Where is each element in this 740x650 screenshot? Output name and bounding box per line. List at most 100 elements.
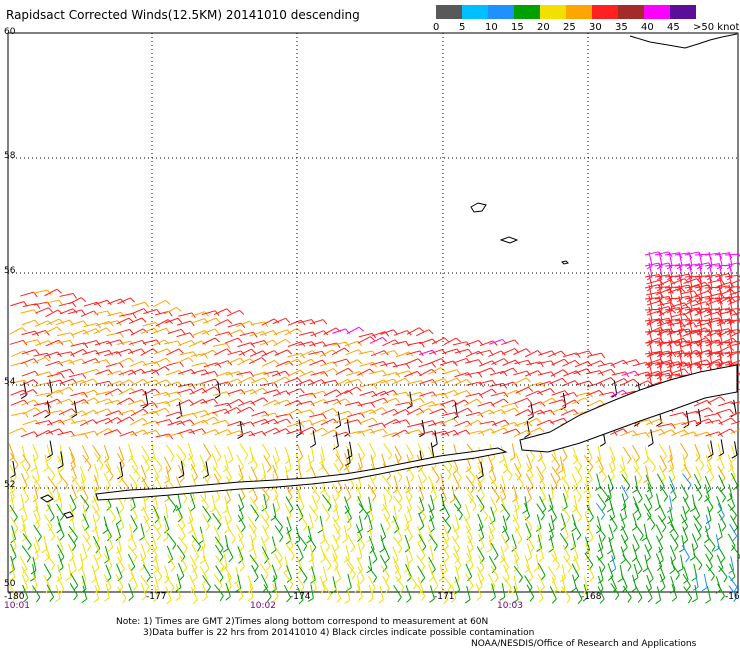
wind-barb [512, 545, 520, 559]
wind-barb [610, 544, 616, 559]
wind-barb [319, 361, 334, 367]
wind-barb [286, 418, 292, 424]
wind-barb [609, 557, 616, 563]
wind-barb [404, 526, 410, 532]
wind-barb [384, 558, 390, 564]
wind-barb [684, 302, 689, 308]
wind-barb [237, 435, 243, 440]
wind-barbs-layer [8, 251, 740, 605]
wind-barb [165, 575, 175, 588]
wind-barb [117, 586, 127, 599]
wind-barb [571, 587, 577, 593]
wind-barb [104, 553, 113, 567]
wind-barb [58, 299, 63, 306]
wind-barb [261, 318, 275, 326]
wind-barb [536, 514, 542, 529]
wind-barb [369, 442, 377, 456]
wind-barb [69, 583, 78, 596]
wind-barb [179, 555, 188, 568]
wind-barb [668, 476, 676, 490]
wind-barb [303, 545, 308, 552]
wind-barb [119, 339, 124, 345]
wind-barb [705, 337, 711, 342]
wind-barb [454, 402, 458, 417]
wind-barb [214, 584, 224, 597]
wind-barb [507, 587, 512, 594]
wind-barb [333, 462, 342, 476]
wind-barb [151, 339, 165, 347]
wind-barb [659, 484, 669, 497]
wind-barb [463, 516, 472, 530]
wind-barb [82, 358, 96, 365]
wind-barb [118, 410, 124, 416]
wind-barb [129, 379, 135, 385]
wind-barb [704, 339, 719, 344]
wind-barb [674, 545, 679, 551]
wind-barb [668, 295, 673, 310]
wind-barb [447, 527, 452, 534]
wind-barb [331, 347, 345, 356]
wind-barb [694, 330, 709, 333]
wind-barb [165, 300, 171, 305]
wind-barb [274, 546, 283, 559]
wind-barb [158, 467, 163, 473]
wind-barb [275, 399, 281, 405]
wind-barb [145, 466, 150, 473]
wind-barb [73, 585, 79, 591]
wind-barb [664, 252, 679, 256]
wind-barb [116, 546, 123, 560]
legend-label: 35 [615, 22, 628, 33]
wind-barb [671, 496, 677, 502]
wind-barb [518, 577, 523, 583]
wind-barb [478, 504, 489, 517]
wind-barb [416, 408, 429, 416]
wind-barb [669, 454, 674, 469]
wind-barb [164, 407, 170, 413]
wind-barb [84, 433, 89, 439]
wind-barb [33, 484, 39, 499]
wind-barb [372, 417, 378, 423]
wind-barb [197, 546, 202, 552]
wind-barb [224, 496, 229, 511]
wind-barb [550, 472, 558, 486]
wind-barb [609, 476, 615, 482]
legend-label: 25 [563, 22, 576, 33]
wind-barb [738, 340, 740, 345]
wind-barb [93, 310, 99, 316]
wind-barb [409, 391, 413, 406]
wind-barb [190, 586, 198, 600]
wind-barb [95, 349, 110, 355]
wind-barb [345, 398, 351, 404]
wind-barb [669, 495, 673, 510]
wind-barb [709, 476, 715, 482]
wind-barb [488, 555, 497, 569]
wind-barb [144, 301, 150, 308]
wind-barb [369, 336, 376, 342]
wind-barb [380, 361, 394, 367]
wind-barb [107, 505, 116, 519]
note-line-2: 3)Data buffer is 22 hrs from 20141010 4)… [143, 628, 535, 638]
wind-barb [70, 391, 84, 397]
wind-barb [32, 585, 41, 598]
wind-barb [117, 559, 123, 565]
wind-barb [189, 332, 194, 338]
wind-barb [704, 252, 719, 256]
island-st-matthew [470, 202, 487, 213]
wind-barb [275, 495, 281, 509]
wind-barb [20, 358, 35, 365]
wind-barb [118, 387, 132, 396]
wind-barb [251, 371, 266, 377]
wind-barb [119, 430, 133, 437]
wind-barb [47, 372, 62, 378]
wind-barb [705, 514, 711, 529]
wind-barb [92, 496, 100, 510]
wind-barb [538, 350, 552, 356]
wind-barb [420, 555, 426, 561]
wind-barb [235, 524, 244, 537]
wind-barb [551, 453, 561, 467]
wind-barb [9, 516, 19, 529]
wind-barb [311, 547, 317, 553]
wind-barb [575, 391, 590, 397]
wind-barb [332, 349, 338, 355]
wind-barb [670, 279, 676, 285]
